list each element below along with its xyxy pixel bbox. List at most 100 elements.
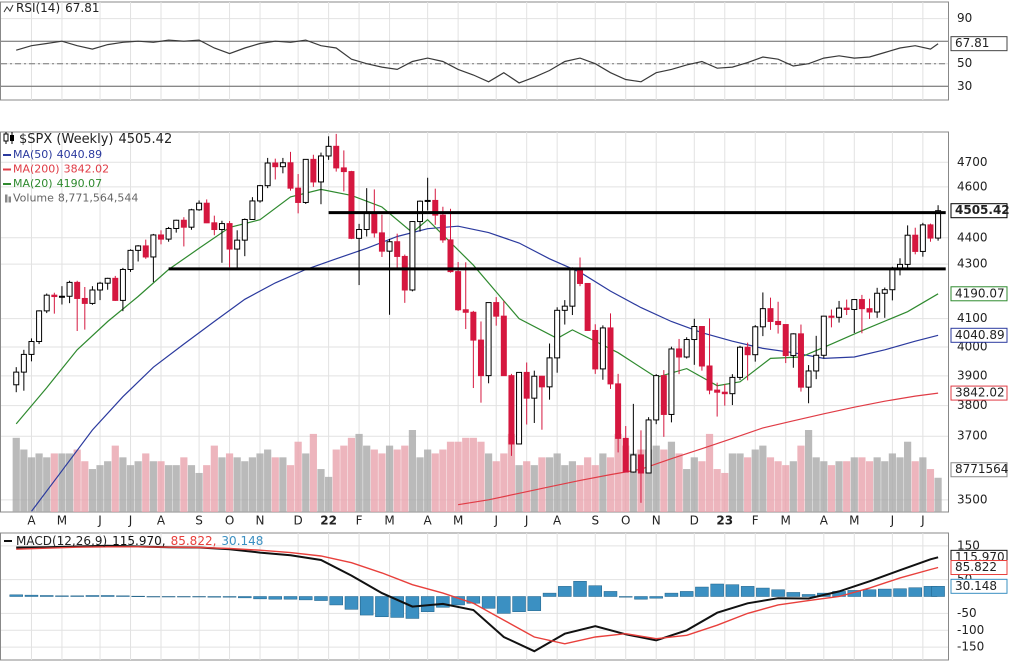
volume-bar [766,457,775,512]
volume-bar [538,457,546,512]
x-tick-label: N [256,514,265,528]
volume-bar [294,441,302,512]
volume-bar [721,472,729,512]
x-tick-label: D [294,514,303,528]
histogram-bar [268,596,282,600]
volume-bar [73,449,81,512]
candle-body [554,309,561,359]
value-tag [950,327,1008,343]
volume-bar [111,445,119,512]
legend-name: Volume [13,192,54,205]
candle-body [668,348,675,415]
candle-body [881,289,888,294]
volume-bar [286,465,295,512]
histogram-bar [893,588,907,597]
volume-bar [599,453,607,512]
volume-bar [454,441,462,512]
candle-body [302,158,309,203]
histogram-bar [664,592,679,597]
x-tick-label: J [493,514,498,528]
candle-body [462,309,469,313]
histogram-bar [588,585,602,597]
candle-body [211,222,218,231]
candle-body [683,339,690,358]
volume-bar [500,453,508,512]
x-tick-label: A [157,514,166,528]
x-tick-label: F [356,514,363,528]
value-tag [950,560,1008,576]
candle-body [645,419,652,474]
x-tick-label: M [384,514,394,528]
histogram-bar [878,588,892,597]
histogram-bar [85,595,100,597]
x-tick-label: O [621,514,630,528]
volume-bar [934,477,942,512]
legend-separator: , [162,534,166,548]
y-tick-label: 4100 [957,311,988,325]
histogram-bar [329,596,343,606]
value-tag-label: 4190.07 [955,286,1005,300]
volume-bar [629,453,637,512]
candle-body [104,277,111,284]
volume-bar [736,453,744,512]
volume-bar [797,445,805,512]
y-tick-label: 4400 [957,230,988,244]
volume-bar [35,453,43,512]
candle-body [607,327,614,385]
volume-bar [751,449,759,512]
volume-bar [271,457,279,512]
candle-body [660,375,667,415]
volume-bar [408,430,417,512]
candle-body [485,302,492,377]
histogram-bar [497,596,511,614]
histogram-bar [756,587,770,597]
candle-body [759,308,766,328]
volume-bar [142,453,150,512]
legend-entry: MA(50) 4040.89 [13,148,102,161]
y-tick-label: 4700 [957,155,988,169]
histogram-bar [359,596,374,616]
candle-body [676,348,683,358]
candle-body [36,310,43,343]
volume-bar [812,457,820,512]
volume-bar [469,437,477,512]
volume-bar [782,465,790,512]
x-tick-label: J [128,514,133,528]
volume-bar [43,457,51,512]
volume-bar [606,457,615,512]
volume-bar [865,461,874,512]
volume-bar [622,445,630,512]
histogram-bar [931,586,945,597]
volume-bar [881,461,889,512]
volume-bar [416,457,424,512]
histogram-bar [146,596,161,598]
volume-bar [378,453,386,512]
candle-body [127,249,134,270]
x-tick-label: F [752,514,759,528]
volume-bar [904,441,912,512]
rsi-line [16,39,939,84]
volume-bar [439,449,447,512]
histogram-bar [801,594,816,597]
y-tick-label: -50 [957,606,977,620]
histogram-bar [771,589,785,597]
x-tick-label: 22 [320,514,337,528]
candle-body [569,268,576,307]
volume-bar [584,457,592,512]
volume-bar [873,457,881,512]
volume-bar [698,461,706,512]
candle-body [241,218,248,241]
volume-bar [561,465,569,512]
candle-body [119,268,126,301]
volume-bar [149,461,157,512]
volume-bar [545,457,554,512]
grids: 90 50 30 3500 3700 3800 3900 4000 4100 4300 4400 46… [1,2,988,660]
candle-body [188,209,195,228]
macd-frame [0,532,949,661]
candle-body [20,353,27,373]
candle-body [394,241,401,257]
volume-bar [484,453,493,512]
x-tick-label: N [652,514,661,528]
candle-body [287,162,294,189]
histogram-bar [314,596,328,601]
